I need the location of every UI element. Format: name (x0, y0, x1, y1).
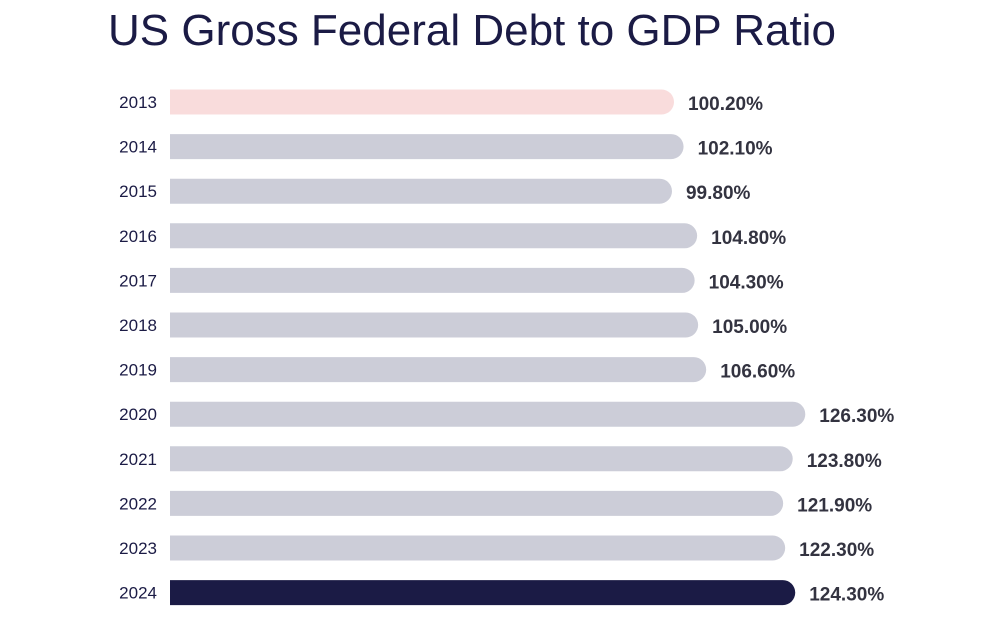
value-label-2023: 122.30% (799, 540, 874, 561)
value-label-2018: 105.00% (712, 317, 787, 338)
value-label-2016: 104.80% (711, 228, 786, 249)
category-label-2018: 2018 (119, 316, 157, 335)
category-label-2022: 2022 (119, 494, 157, 513)
value-label-2013: 100.20% (688, 94, 763, 115)
bar-2019 (170, 357, 707, 383)
category-label-2024: 2024 (119, 584, 157, 603)
bar-2020 (170, 401, 806, 427)
category-label-2021: 2021 (119, 450, 157, 469)
value-label-2024: 124.30% (809, 585, 884, 606)
value-label-2014: 102.10% (698, 139, 773, 160)
bar-2024 (170, 580, 796, 606)
category-label-2020: 2020 (119, 405, 157, 424)
bar-2016 (170, 223, 698, 249)
value-label-2019: 106.60% (720, 362, 795, 383)
value-label-2017: 104.30% (709, 272, 784, 293)
category-label-2013: 2013 (119, 93, 157, 112)
value-label-2020: 126.30% (819, 406, 894, 427)
bar-2017 (170, 267, 695, 293)
bars-group: 2013 100.20% 2014 102.10% 2015 99.80% 2016 104.… (119, 89, 894, 606)
value-label-2022: 121.90% (797, 495, 872, 516)
category-label-2023: 2023 (119, 539, 157, 558)
bar-2018 (170, 312, 699, 338)
bar-2023 (170, 535, 786, 561)
value-label-2021: 123.80% (807, 451, 882, 472)
category-label-2014: 2014 (119, 138, 157, 157)
bar-2021 (170, 446, 793, 472)
bar-2015 (170, 178, 672, 204)
value-label-2015: 99.80% (686, 183, 751, 204)
category-label-2019: 2019 (119, 361, 157, 380)
bar-2014 (170, 134, 684, 160)
category-label-2017: 2017 (119, 271, 157, 290)
bar-2022 (170, 490, 784, 516)
category-label-2016: 2016 (119, 227, 157, 246)
category-label-2015: 2015 (119, 182, 157, 201)
chart-title: US Gross Federal Debt to GDP Ratio (108, 6, 836, 55)
bar-2013 (170, 89, 675, 115)
